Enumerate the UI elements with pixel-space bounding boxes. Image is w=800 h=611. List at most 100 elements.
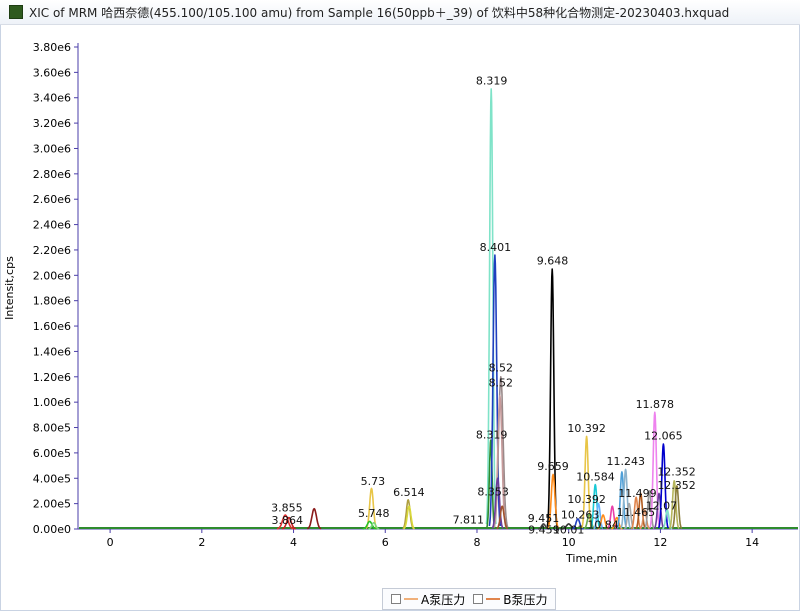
peak-label: 9.648 bbox=[537, 255, 569, 268]
x-tick-label: 10 bbox=[562, 536, 576, 549]
peak-label: 9.459 bbox=[528, 524, 560, 537]
peak-label: 6.514 bbox=[393, 486, 425, 499]
x-tick-label: 12 bbox=[653, 536, 667, 549]
peak-label: 12.065 bbox=[644, 430, 683, 443]
peak-trace bbox=[589, 483, 601, 529]
y-axis-label: Intensit,cps bbox=[3, 256, 16, 320]
axes bbox=[77, 43, 798, 530]
peak-trace bbox=[485, 439, 496, 529]
peak-label: 3.864 bbox=[272, 514, 304, 527]
y-tick-label: 2.00e5 bbox=[33, 498, 71, 511]
title-bar: XIC of MRM 哈西奈德(455.100/105.100 amu) fro… bbox=[0, 0, 800, 25]
peak-label: 8.52 bbox=[489, 376, 514, 389]
y-tick-label: 2.40e6 bbox=[33, 219, 71, 232]
y-axis-ticks: 0.00e0 2.00e5 4.00e5 6.00e5 8.00e5 1.00e6 1.20… bbox=[33, 41, 78, 536]
peak-label: 9.451 bbox=[528, 512, 560, 525]
peak-trace bbox=[643, 490, 655, 530]
peak-trace bbox=[630, 496, 642, 530]
trace-color-swatch bbox=[9, 5, 23, 19]
peak-label: 8.319 bbox=[476, 428, 508, 441]
peak-trace bbox=[537, 523, 550, 530]
peak-label: 12.352 bbox=[657, 465, 696, 478]
peak-label: 10.84 bbox=[587, 519, 619, 532]
peak-trace bbox=[485, 88, 497, 525]
peak-trace bbox=[635, 492, 647, 530]
peak-label: 9.659 bbox=[537, 460, 569, 473]
peak-label: 8.52 bbox=[489, 361, 514, 374]
peak-trace bbox=[491, 477, 504, 529]
y-tick-label: 3.00e6 bbox=[33, 142, 71, 155]
window-title: XIC of MRM 哈西奈德(455.100/105.100 amu) fro… bbox=[29, 5, 730, 20]
y-tick-label: 2.00e6 bbox=[33, 269, 71, 282]
peak-trace bbox=[367, 521, 380, 530]
y-tick-label: 3.20e6 bbox=[33, 117, 71, 130]
xic-plot[interactable]: 0.00e0 2.00e5 4.00e5 6.00e5 8.00e5 1.00e6 1.20… bbox=[0, 0, 800, 590]
y-tick-label: 0.00e0 bbox=[33, 523, 71, 536]
y-tick-label: 1.20e6 bbox=[33, 371, 71, 384]
peak-label: 3.855 bbox=[271, 501, 303, 514]
legend: A泵压力 B泵压力 bbox=[382, 588, 557, 610]
peak-label: 8.319 bbox=[476, 75, 508, 88]
x-axis-ticks: 0 2 4 6 8 10 12 14 bbox=[107, 529, 759, 549]
peak-label: 5.73 bbox=[361, 475, 386, 488]
x-tick-label: 14 bbox=[745, 536, 759, 549]
peak-trace bbox=[593, 502, 604, 530]
peak-trace bbox=[276, 514, 294, 530]
peak-trace bbox=[281, 516, 297, 530]
peak-trace bbox=[671, 485, 683, 529]
peak-trace bbox=[546, 473, 560, 529]
legend-line-swatch bbox=[404, 598, 418, 600]
peak-label: 10.584 bbox=[576, 470, 615, 483]
peak-label: 11.243 bbox=[606, 455, 645, 468]
x-tick-label: 2 bbox=[198, 536, 205, 549]
y-tick-label: 3.80e6 bbox=[33, 41, 71, 54]
legend-item-a-pump[interactable]: A泵压力 bbox=[391, 591, 465, 608]
legend-label: B泵压力 bbox=[503, 592, 548, 607]
legend-item-b-pump[interactable]: B泵压力 bbox=[473, 591, 547, 608]
peak-trace bbox=[620, 468, 632, 529]
x-tick-label: 8 bbox=[473, 536, 480, 549]
y-tick-label: 2.80e6 bbox=[33, 168, 71, 181]
peak-label: 7.811 bbox=[453, 513, 485, 526]
y-tick-label: 2.60e6 bbox=[33, 193, 71, 206]
y-tick-label: 2.20e6 bbox=[33, 244, 71, 257]
legend-line-swatch bbox=[486, 598, 501, 600]
y-tick-label: 1.40e6 bbox=[33, 345, 71, 358]
peak-trace bbox=[583, 512, 596, 530]
x-axis-label: Time,min bbox=[565, 552, 617, 565]
peak-label: 5.748 bbox=[358, 507, 390, 520]
peak-traces bbox=[276, 88, 683, 530]
y-tick-label: 4.00e5 bbox=[33, 472, 71, 485]
y-tick-label: 1.00e6 bbox=[33, 396, 71, 409]
peak-trace bbox=[403, 505, 416, 530]
peak-trace bbox=[649, 411, 661, 528]
y-tick-label: 3.40e6 bbox=[33, 92, 71, 105]
y-tick-label: 3.60e6 bbox=[33, 66, 71, 79]
x-tick-label: 4 bbox=[290, 536, 297, 549]
peak-label: 8.401 bbox=[480, 241, 512, 254]
peak-label: 10.392 bbox=[567, 493, 606, 506]
x-tick-label: 6 bbox=[382, 536, 389, 549]
peak-label: 11.465 bbox=[617, 506, 656, 519]
peak-label: 10.263 bbox=[561, 508, 600, 521]
peak-trace bbox=[616, 471, 628, 529]
peak-trace bbox=[362, 520, 377, 530]
peak-label: 8.353 bbox=[477, 486, 509, 499]
peak-label: 12.352 bbox=[657, 479, 696, 492]
legend-label: A泵压力 bbox=[421, 592, 466, 607]
y-tick-label: 1.60e6 bbox=[33, 320, 71, 333]
peak-label: 10.392 bbox=[567, 422, 606, 435]
peak-label: 12.07 bbox=[646, 500, 678, 513]
peak-trace bbox=[607, 505, 618, 530]
legend-checkbox[interactable] bbox=[391, 594, 401, 604]
peak-label: 11.878 bbox=[636, 398, 675, 411]
peak-trace bbox=[306, 507, 322, 530]
peak-trace bbox=[668, 479, 680, 529]
y-tick-label: 6.00e5 bbox=[33, 447, 71, 460]
peak-label: 10.01 bbox=[553, 524, 585, 537]
legend-checkbox[interactable] bbox=[473, 594, 484, 604]
peak-label: 11.499 bbox=[618, 487, 657, 500]
y-tick-label: 1.80e6 bbox=[33, 295, 71, 308]
peak-trace bbox=[657, 443, 669, 529]
